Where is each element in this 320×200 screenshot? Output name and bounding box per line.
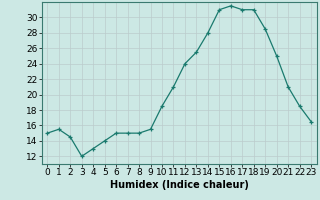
X-axis label: Humidex (Indice chaleur): Humidex (Indice chaleur) <box>110 180 249 190</box>
